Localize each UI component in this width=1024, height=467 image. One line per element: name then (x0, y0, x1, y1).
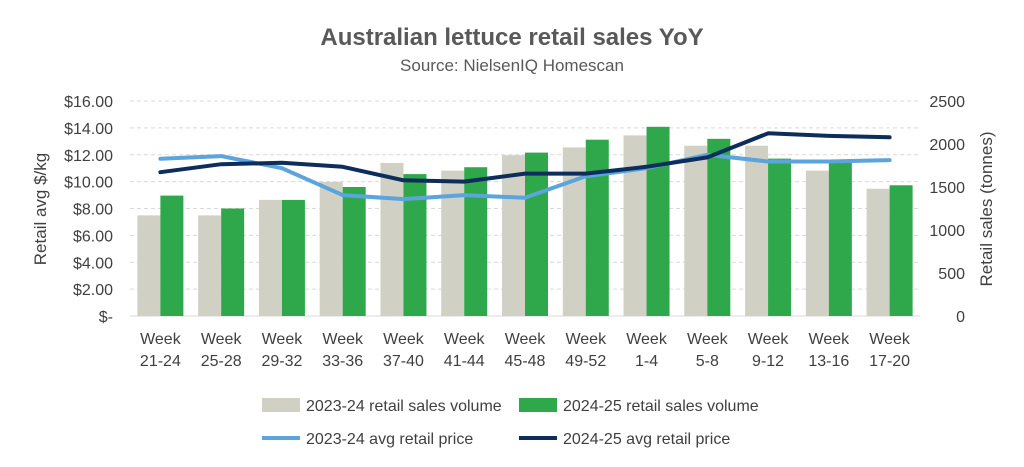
legend-label-2023-24-price: 2023-24 avg retail price (306, 431, 473, 448)
category-label-top: Week (626, 331, 668, 348)
legend: 2023-24 retail sales volume 2024-25 reta… (262, 398, 759, 448)
left-axis-ticks: $16.00 $14.00 $12.00 $10.00 $8.00 $6.00 $4.00 $… (64, 94, 113, 326)
right-tick-label: 0 (956, 309, 965, 326)
legend-label-2024-25-price: 2024-25 avg retail price (563, 431, 730, 448)
category-label-bottom: 13-16 (808, 353, 849, 370)
chart-subtitle: Source: NielsenIQ Homescan (400, 56, 624, 75)
bar-2023-24-10 (745, 145, 769, 316)
lines (158, 131, 892, 202)
category-label-bottom: 33-36 (322, 353, 363, 370)
bar-2024-25-4 (403, 174, 427, 316)
bar-2024-25-0 (160, 195, 184, 316)
category-label-top: Week (809, 331, 851, 348)
left-tick-label: $8.00 (73, 202, 113, 219)
bar-2024-25-6 (525, 152, 548, 316)
category-label-bottom: 29-32 (261, 353, 302, 370)
bar-2023-24-9 (684, 145, 708, 316)
left-tick-label: $4.00 (73, 255, 113, 272)
right-axis-ticks: 2500 2000 1500 1000 500 0 (929, 94, 965, 326)
bar-2024-25-12 (889, 185, 913, 316)
category-label-bottom: 5-8 (696, 353, 719, 370)
right-tick-label: 2000 (929, 137, 965, 154)
category-label-bottom: 37-40 (383, 353, 424, 370)
right-tick-label: 1000 (929, 223, 965, 240)
category-label-bottom: 49-52 (565, 353, 606, 370)
bar-2024-25-10 (768, 158, 792, 316)
category-label-top: Week (505, 331, 547, 348)
category-label-top: Week (748, 331, 790, 348)
category-label-top: Week (687, 331, 729, 348)
chart-title: Australian lettuce retail sales YoY (320, 24, 703, 51)
category-label-bottom: 45-48 (505, 353, 546, 370)
category-label-bottom: 17-20 (869, 353, 910, 370)
category-label-bottom: 1-4 (635, 353, 658, 370)
left-tick-label: $16.00 (64, 94, 113, 111)
category-label-bottom: 41-44 (444, 353, 485, 370)
bar-2023-24-6 (502, 155, 525, 316)
bar-2024-25-1 (221, 208, 245, 316)
category-label-bottom: 25-28 (201, 353, 242, 370)
line-series-0 (158, 152, 892, 202)
category-label-top: Week (201, 331, 243, 348)
bar-2023-24-4 (380, 162, 404, 316)
bar-2023-24-1 (198, 215, 222, 316)
bar-2024-25-8 (646, 126, 670, 316)
category-label-top: Week (565, 331, 607, 348)
category-label-top: Week (383, 331, 425, 348)
bar-2023-24-3 (319, 181, 343, 316)
category-label-top: Week (322, 331, 364, 348)
category-label-bottom: 21-24 (140, 353, 181, 370)
right-tick-label: 500 (938, 266, 965, 283)
category-label-bottom: 9-12 (752, 353, 784, 370)
bar-2023-24-2 (258, 199, 282, 316)
bar-2023-24-12 (866, 188, 890, 316)
left-tick-label: $- (99, 309, 113, 326)
bar-2024-25-9 (707, 138, 731, 316)
bar-2024-25-7 (585, 139, 609, 316)
bar-2023-24-8 (623, 135, 647, 316)
category-axis-labels: Week 21-24 Week 25-28 Week 29-32 Week 33-36 Week… (140, 331, 911, 370)
bar-2024-25-2 (281, 199, 305, 316)
bar-2024-25-5 (464, 167, 488, 316)
legend-label-2023-24-volume: 2023-24 retail sales volume (306, 398, 502, 415)
category-label-top: Week (262, 331, 304, 348)
right-axis-title: Retail sales (tonnes) (977, 132, 996, 287)
left-tick-label: $2.00 (73, 282, 113, 299)
left-tick-label: $12.00 (64, 148, 113, 165)
bar-2023-24-5 (441, 170, 465, 316)
category-label-top: Week (444, 331, 486, 348)
left-axis-title: Retail avg $/kg (31, 153, 50, 265)
right-tick-label: 2500 (929, 94, 965, 111)
left-tick-label: $10.00 (64, 175, 113, 192)
right-tick-label: 1500 (929, 180, 965, 197)
category-label-top: Week (140, 331, 182, 348)
left-tick-label: $14.00 (64, 121, 113, 138)
category-label-top: Week (869, 331, 911, 348)
left-tick-label: $6.00 (73, 228, 113, 245)
bar-2023-24-11 (805, 170, 829, 316)
bar-2023-24-7 (562, 147, 586, 316)
line-series-1 (158, 131, 892, 184)
bar-2023-24-0 (137, 215, 161, 316)
legend-label-2024-25-volume: 2024-25 retail sales volume (563, 398, 759, 415)
legend-swatch-2024-25-volume (519, 398, 557, 412)
legend-swatch-2023-24-volume (262, 398, 300, 412)
bar-2024-25-11 (828, 161, 852, 316)
bar-2024-25-3 (342, 187, 366, 316)
